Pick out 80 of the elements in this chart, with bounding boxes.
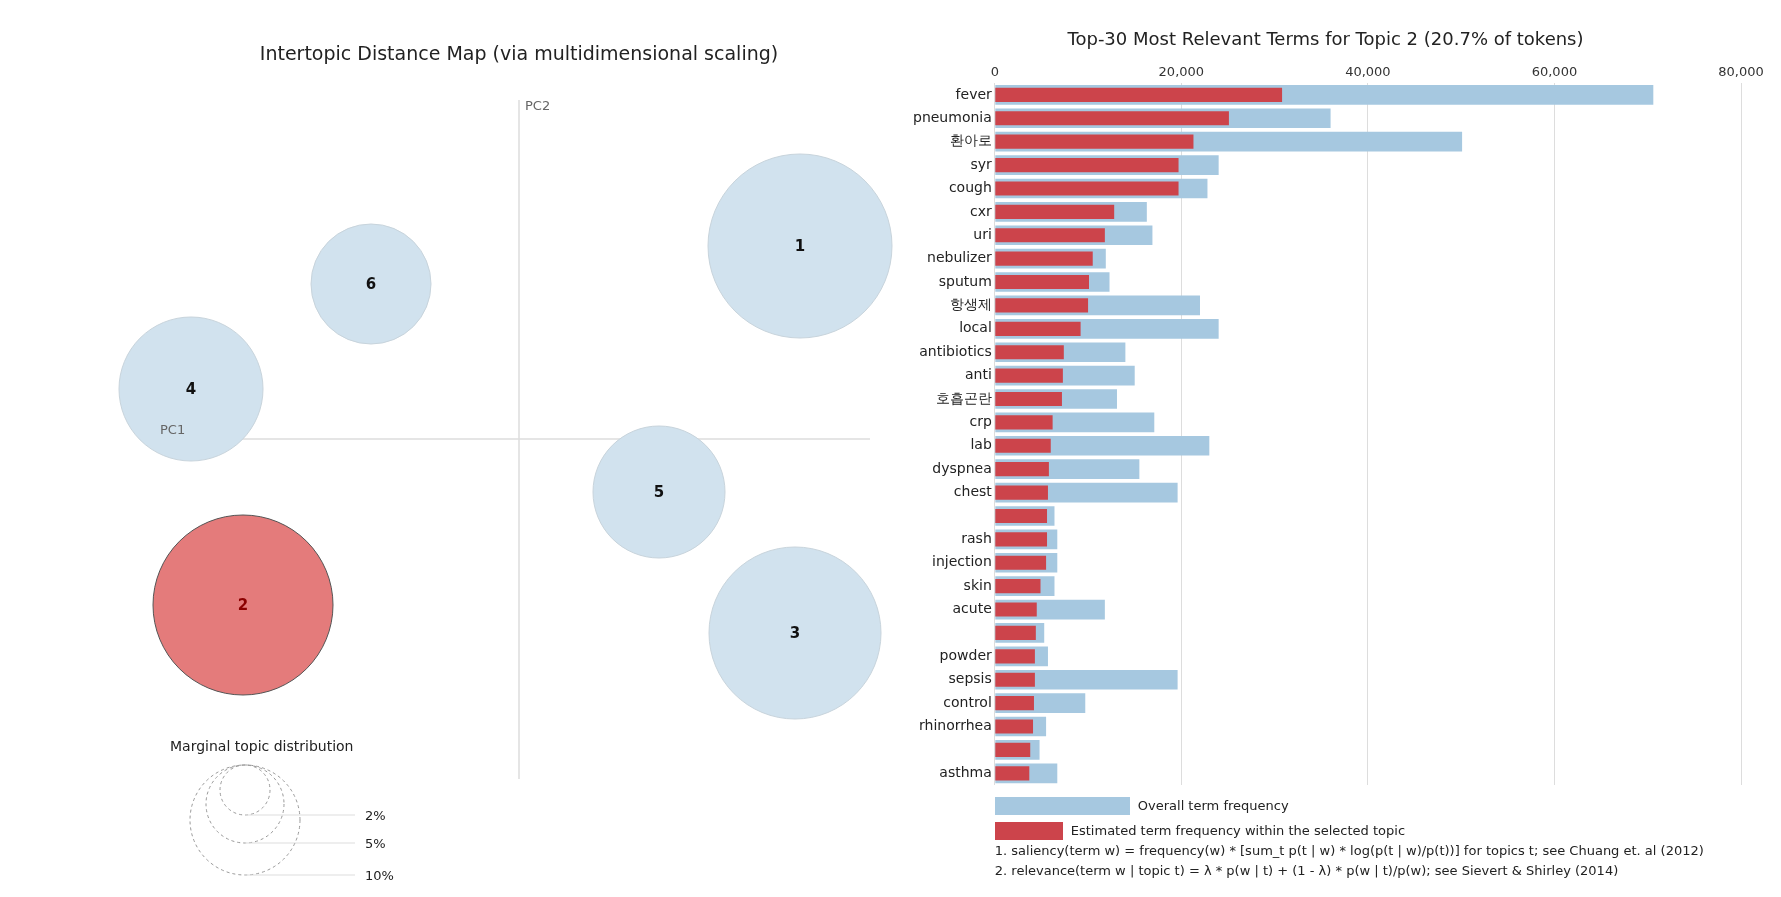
y-tick-label: control — [943, 693, 992, 710]
bar — [995, 438, 1051, 453]
y-tick-label: anti — [964, 366, 992, 383]
y-tick-label: fever — [955, 85, 993, 102]
text: 1. saliency(term w) = frequency(w) * [sum_t p(t | w) * log(p(t | w)/p(t))] for topics t; see Chuang et. al (2012) — [994, 843, 1704, 858]
y-tick-label: uri — [973, 225, 992, 242]
bar — [995, 204, 1115, 219]
text: 2% — [365, 808, 386, 823]
y-tick-label: 환아로 — [949, 132, 992, 149]
y-tick-label: sepsis — [948, 670, 992, 687]
text: 10% — [365, 868, 394, 883]
x-tick-label: 80,000 — [1718, 63, 1764, 79]
text: Overall term frequency — [1137, 798, 1289, 813]
bar — [995, 719, 1034, 734]
bar — [995, 134, 1194, 149]
y-tick-label: asthma — [939, 763, 992, 780]
y-tick-label: chest — [953, 483, 993, 500]
y-tick-label: pneumonia — [912, 108, 992, 125]
bar — [995, 625, 1036, 641]
x-tick-label: 40,000 — [1345, 63, 1391, 79]
y-tick-label: crp — [969, 413, 992, 430]
bar — [995, 87, 1283, 102]
x-tick-label: 0 — [990, 63, 999, 79]
bar — [995, 345, 1064, 360]
legend-title: Marginal topic distribution — [170, 738, 354, 754]
chart-title: Top-30 Most Relevant Terms for Topic 2 (20.7% of tokens) — [1066, 28, 1584, 50]
y-tick-label: lab — [970, 436, 992, 453]
text: 2 — [237, 596, 249, 614]
text: Intertopic Distance Map (via multidimensional scaling) — [259, 42, 779, 64]
y-tick-label: cough — [948, 179, 992, 196]
y-tick-label: acute — [952, 600, 992, 617]
text: PC2 — [525, 98, 551, 113]
bar — [995, 298, 1089, 313]
y-tick-label: dyspnea — [932, 459, 992, 476]
y-tick-label: powder — [939, 646, 993, 663]
bar — [995, 649, 1035, 664]
y-tick-label: rash — [961, 530, 992, 547]
bar — [995, 696, 1034, 711]
y-tick-label: syr — [970, 155, 993, 172]
bar — [995, 251, 1093, 266]
bar — [995, 766, 1030, 781]
bar — [995, 181, 1179, 196]
y-tick-label: 항생제 — [949, 296, 992, 313]
bar — [995, 391, 1062, 407]
y-tick-label: skin — [963, 576, 992, 593]
bar — [995, 555, 1047, 570]
text: Estimated term frequency within the selected topic — [1070, 823, 1406, 838]
text: 4 — [185, 380, 197, 398]
y-tick-label: nebulizer — [927, 249, 993, 266]
bar — [995, 462, 1049, 477]
text: 5 — [653, 483, 665, 501]
bar — [995, 602, 1037, 617]
y-tick-label: injection — [932, 553, 992, 570]
y-tick-label: sputum — [938, 272, 992, 289]
bar — [995, 485, 1048, 500]
bar — [995, 742, 1031, 757]
y-tick-label: rhinorrhea — [918, 717, 992, 734]
bar — [995, 532, 1048, 547]
text: 3 — [789, 624, 801, 642]
bar — [995, 368, 1063, 383]
y-tick-label: cxr — [970, 202, 993, 219]
bar — [995, 579, 1041, 594]
text: 1 — [794, 237, 806, 255]
y-tick-label: antibiotics — [919, 342, 992, 359]
bar — [995, 321, 1081, 336]
text: 2. relevance(term w | topic t) = λ * p(w | t) + (1 - λ) * p(w | t)/p(w); see Sievert & Shirley (2014) — [994, 863, 1619, 878]
bar — [995, 508, 1048, 524]
text: 5% — [365, 836, 386, 851]
x-tick-label: 60,000 — [1531, 63, 1578, 79]
text: 6 — [365, 275, 377, 293]
bar — [995, 228, 1105, 243]
y-tick-label: 호흡곤란 — [935, 389, 992, 406]
y-tick-label: local — [959, 319, 992, 336]
x-tick-label: 20,000 — [1158, 63, 1205, 79]
bar — [995, 274, 1089, 290]
bar — [995, 158, 1179, 173]
bar — [995, 111, 1229, 126]
bar — [995, 672, 1035, 687]
text: PC1 — [160, 422, 186, 437]
bar — [995, 415, 1053, 430]
